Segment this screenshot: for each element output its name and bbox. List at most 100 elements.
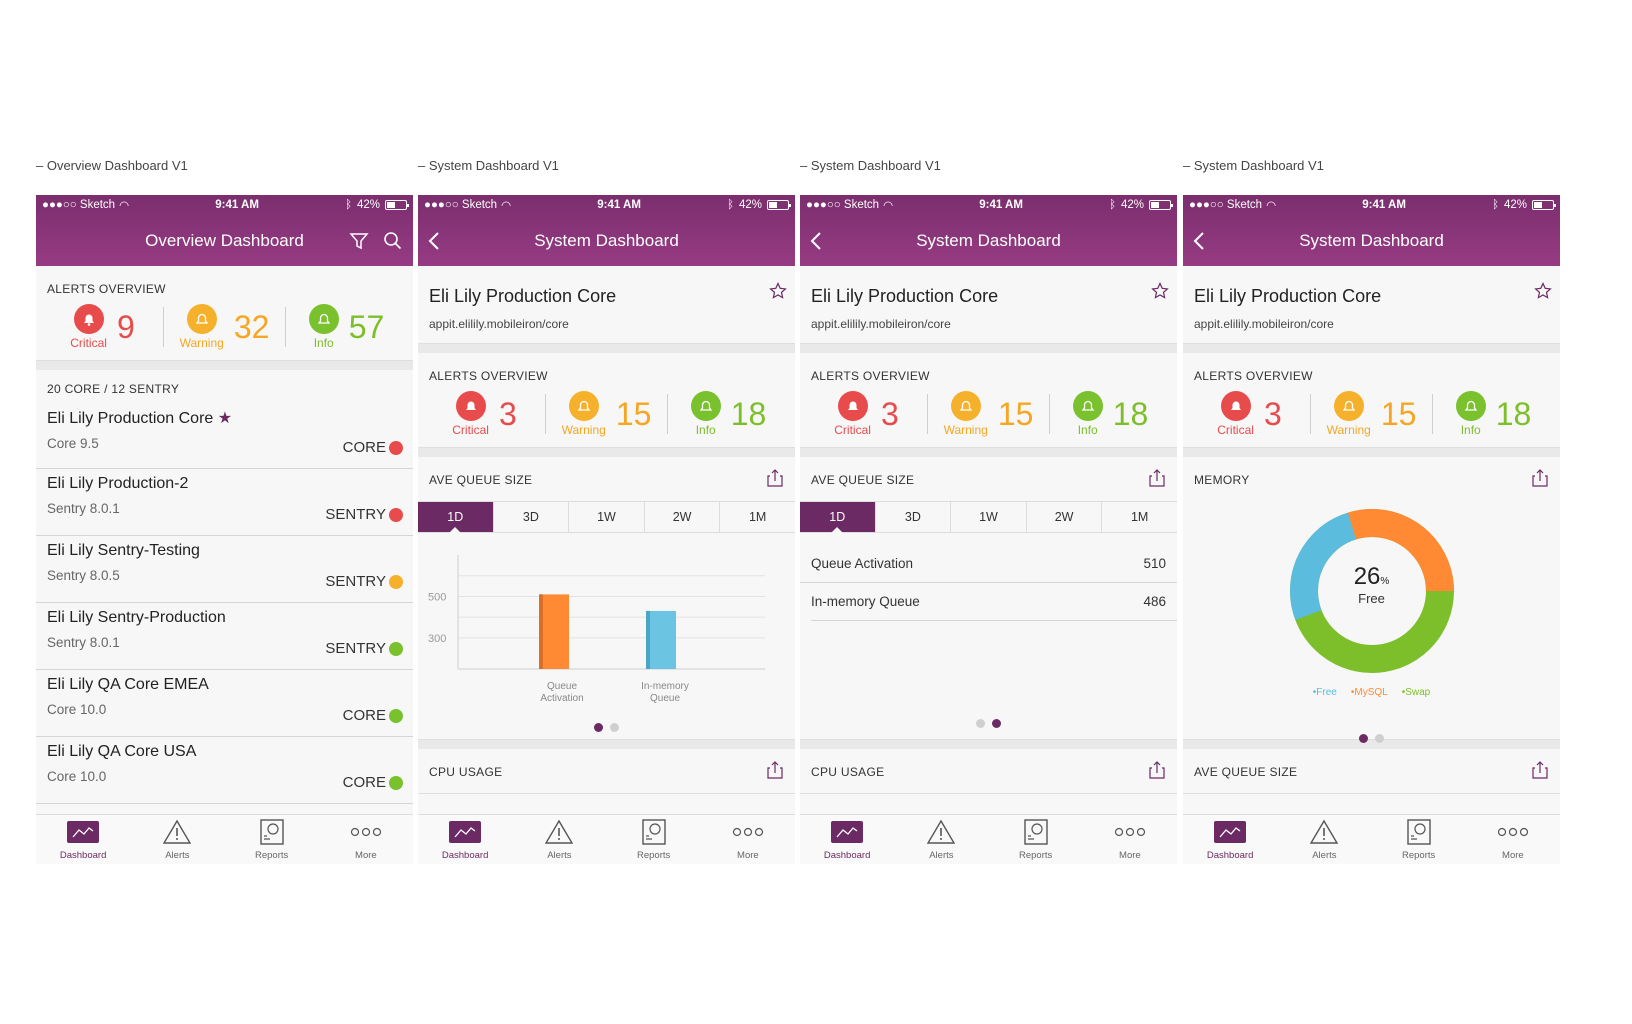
page-dot[interactable] bbox=[1375, 734, 1384, 743]
dashboard-icon bbox=[1214, 821, 1247, 843]
info-alerts[interactable]: Info 57 bbox=[286, 304, 407, 350]
tab-alerts[interactable]: Alerts bbox=[1277, 815, 1371, 864]
critical-count: 3 bbox=[498, 395, 517, 432]
queue-row: Queue Activation 510 bbox=[800, 545, 1177, 583]
critical-alerts[interactable]: Critical 3 bbox=[1189, 391, 1310, 437]
server-name: Eli Lily Production Core bbox=[429, 286, 617, 306]
tab-3d[interactable]: 3D bbox=[494, 502, 570, 532]
queue-card: AVE QUEUE SIZE 1D 3D 1W 2W 1M Queue Acti… bbox=[800, 457, 1177, 740]
server-version: Core 9.5 bbox=[47, 436, 99, 451]
artboard-label: – System Dashboard V1 bbox=[800, 158, 941, 173]
critical-alerts[interactable]: Critical 9 bbox=[42, 304, 163, 350]
tab-alerts[interactable]: Alerts bbox=[512, 815, 606, 864]
tag-label: CORE bbox=[342, 439, 386, 456]
tab-1m[interactable]: 1M bbox=[748, 510, 767, 524]
y-tick-label: 300 bbox=[428, 633, 446, 645]
dashboard-icon bbox=[67, 821, 100, 843]
back-chevron-icon[interactable] bbox=[1193, 231, 1205, 251]
bluetooth-icon: ᛒ bbox=[727, 199, 734, 211]
tab-more[interactable]: More bbox=[1083, 815, 1177, 864]
warning-alerts[interactable]: Warning 32 bbox=[164, 304, 285, 350]
tab-dashboard[interactable]: Dashboard bbox=[418, 815, 512, 864]
warning-alerts[interactable]: Warning 15 bbox=[546, 391, 667, 437]
tab-alerts[interactable]: Alerts bbox=[894, 815, 988, 864]
page-dot-active[interactable] bbox=[992, 719, 1001, 728]
server-version: Sentry 8.0.5 bbox=[47, 568, 120, 583]
server-type-tag: SENTRY bbox=[325, 573, 403, 590]
list-item[interactable]: Eli Lily Sentry-Production Sentry 8.0.1 … bbox=[36, 603, 413, 670]
tab-2w[interactable]: 2W bbox=[1027, 502, 1103, 532]
back-chevron-icon[interactable] bbox=[428, 231, 440, 251]
tab-alerts[interactable]: Alerts bbox=[130, 815, 224, 864]
filter-icon[interactable] bbox=[349, 231, 369, 251]
tab-more[interactable]: More bbox=[1466, 815, 1560, 864]
tab-dashboard[interactable]: Dashboard bbox=[800, 815, 894, 864]
page-indicator bbox=[418, 723, 795, 732]
tab-2w[interactable]: 2W bbox=[645, 502, 721, 532]
section-title: ALERTS OVERVIEW bbox=[1194, 369, 1313, 383]
critical-count: 9 bbox=[116, 308, 135, 345]
list-item[interactable]: Eli Lily Production Core ★ Core 9.5 CORE bbox=[36, 402, 413, 469]
bar bbox=[646, 610, 676, 669]
tab-1d[interactable]: 1D bbox=[800, 502, 876, 532]
list-item[interactable]: Eli Lily QA Core EMEA Core 10.0 CORE bbox=[36, 670, 413, 737]
list-item[interactable]: Eli Lily Production-2 Sentry 8.0.1 SENTR… bbox=[36, 469, 413, 536]
nav-header: ●●●○○ Sketch ◠ 9:41 AM ᛒ 42% System Dashbo… bbox=[800, 195, 1177, 266]
server-type-tag: CORE bbox=[343, 774, 403, 791]
warning-count: 15 bbox=[615, 395, 652, 432]
tab-reports[interactable]: Reports bbox=[989, 815, 1083, 864]
share-icon[interactable] bbox=[1149, 469, 1165, 490]
server-list: 20 CORE / 12 SENTRY Eli Lily Production … bbox=[36, 370, 413, 804]
reports-icon bbox=[641, 818, 666, 846]
critical-alerts[interactable]: Critical 3 bbox=[806, 391, 927, 437]
list-item[interactable]: Eli Lily QA Core USA Core 10.0 CORE bbox=[36, 737, 413, 804]
page-dot-active[interactable] bbox=[594, 723, 603, 732]
tab-more[interactable]: More bbox=[701, 815, 795, 864]
divider bbox=[800, 448, 1177, 457]
warning-alerts[interactable]: Warning 15 bbox=[1311, 391, 1432, 437]
tab-reports[interactable]: Reports bbox=[225, 815, 319, 864]
tab-reports[interactable]: Reports bbox=[1372, 815, 1466, 864]
info-alerts[interactable]: Info 18 bbox=[1050, 391, 1171, 437]
tab-1w[interactable]: 1W bbox=[951, 502, 1027, 532]
star-icon[interactable] bbox=[1151, 282, 1169, 305]
tab-1d[interactable]: 1D bbox=[418, 502, 494, 532]
warning-alerts[interactable]: Warning 15 bbox=[928, 391, 1049, 437]
tab-more[interactable]: More bbox=[319, 815, 413, 864]
memory-label: Free bbox=[1358, 591, 1385, 606]
share-icon[interactable] bbox=[767, 761, 783, 782]
back-chevron-icon[interactable] bbox=[810, 231, 822, 251]
info-alerts[interactable]: Info 18 bbox=[668, 391, 789, 437]
critical-alerts[interactable]: Critical 3 bbox=[424, 391, 545, 437]
tab-dashboard[interactable]: Dashboard bbox=[36, 815, 130, 864]
page-dot[interactable] bbox=[976, 719, 985, 728]
divider bbox=[1183, 740, 1560, 749]
share-icon[interactable] bbox=[1532, 761, 1548, 782]
tab-1w[interactable]: 1W bbox=[569, 502, 645, 532]
list-item[interactable]: Eli Lily Sentry-Testing Sentry 8.0.5 SEN… bbox=[36, 536, 413, 603]
tab-dashboard[interactable]: Dashboard bbox=[1183, 815, 1277, 864]
tab-1m[interactable]: 1M bbox=[1130, 510, 1149, 524]
bluetooth-icon: ᛒ bbox=[1492, 199, 1499, 211]
share-icon[interactable] bbox=[1149, 761, 1165, 782]
tab-reports[interactable]: Reports bbox=[607, 815, 701, 864]
tab-label: Dashboard bbox=[59, 850, 107, 861]
tab-3d[interactable]: 3D bbox=[876, 502, 952, 532]
share-icon[interactable] bbox=[1532, 469, 1548, 490]
star-icon[interactable] bbox=[769, 282, 787, 305]
y-tick-label: 500 bbox=[428, 591, 446, 603]
share-icon[interactable] bbox=[767, 469, 783, 490]
server-url: appit.elilily.mobileiron/core bbox=[429, 317, 569, 331]
page-dot[interactable] bbox=[610, 723, 619, 732]
server-url: appit.elilily.mobileiron/core bbox=[811, 317, 951, 331]
search-icon[interactable] bbox=[383, 231, 403, 251]
warning-label: Warning bbox=[179, 336, 224, 350]
star-icon[interactable] bbox=[1534, 282, 1552, 305]
page-dot-active[interactable] bbox=[1359, 734, 1368, 743]
info-alerts[interactable]: Info 18 bbox=[1433, 391, 1554, 437]
cpu-card: CPU USAGE bbox=[418, 749, 795, 794]
tab-label: Alerts bbox=[929, 850, 954, 861]
more-icon bbox=[1114, 818, 1146, 846]
system-screen-values: ●●●○○ Sketch ◠ 9:41 AM ᛒ 42% System Dashbo… bbox=[800, 195, 1177, 864]
page-indicator bbox=[800, 719, 1177, 728]
